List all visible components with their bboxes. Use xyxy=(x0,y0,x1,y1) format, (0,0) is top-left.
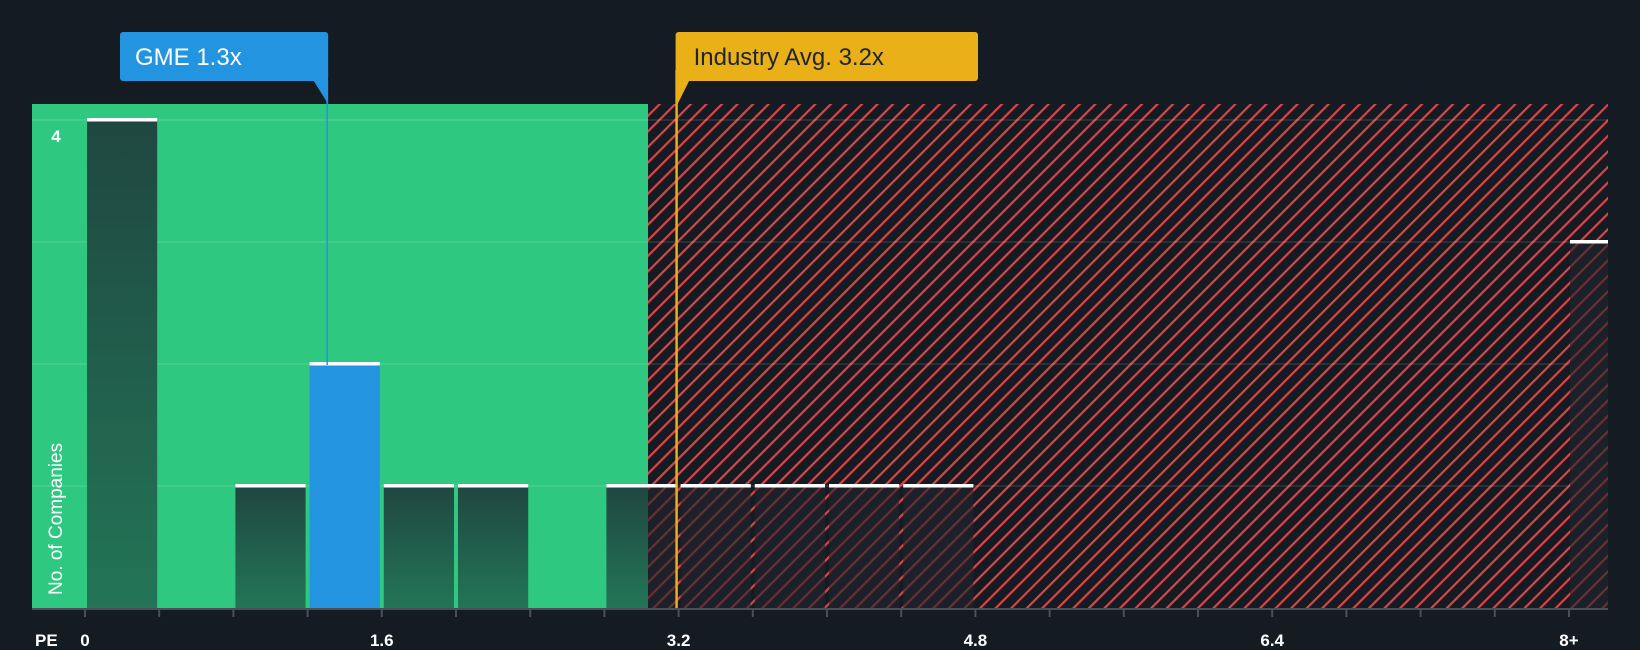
histogram-bar xyxy=(680,484,751,608)
bar-cap xyxy=(458,484,529,488)
bar-cap xyxy=(680,484,751,488)
bar-cap xyxy=(1570,240,1608,244)
bar-cap xyxy=(87,118,158,122)
histogram-bar xyxy=(829,484,900,608)
bar-fill xyxy=(1570,242,1608,608)
histogram-bar xyxy=(235,484,306,608)
bar-fill xyxy=(903,486,974,608)
annotation-markers: GME 1.3x Industry Avg. 3.2x xyxy=(120,32,978,608)
bar-cap xyxy=(383,484,454,488)
histogram-bar xyxy=(1570,240,1608,608)
bar-fill xyxy=(235,486,306,608)
industry-callout-pointer xyxy=(675,80,690,108)
company-label: GME 1.3x xyxy=(135,44,242,71)
histogram-bars xyxy=(87,118,1608,608)
company-marker: GME 1.3x xyxy=(120,32,329,365)
x-tick-label: 6.4 xyxy=(1260,631,1284,650)
histogram-bar xyxy=(903,484,974,608)
bar-fill xyxy=(606,486,648,608)
bar-fill xyxy=(458,486,529,608)
x-tick-label: 8+ xyxy=(1559,631,1578,650)
bar-fill xyxy=(648,486,677,608)
bar-cap xyxy=(309,362,380,366)
histogram-bar xyxy=(309,362,380,608)
bar-fill xyxy=(383,486,454,608)
bar-cap xyxy=(829,484,900,488)
histogram-bar xyxy=(754,484,825,608)
y-axis-label: No. of Companies xyxy=(46,443,67,595)
company-callout-pointer xyxy=(313,80,329,104)
bar-fill xyxy=(680,486,751,608)
industry-label: Industry Avg. 3.2x xyxy=(694,44,884,71)
x-tick-label: 3.2 xyxy=(667,631,691,650)
x-axis: 0 1.6 3.2 4.8 6.4 8+ PE xyxy=(32,608,1608,650)
bar-fill xyxy=(754,486,825,608)
x-tick-label: 1.6 xyxy=(370,631,394,650)
bar-cap xyxy=(754,484,825,488)
bar-cap xyxy=(235,484,306,488)
bar-fill xyxy=(87,120,158,608)
x-tick-label: 0 xyxy=(80,631,89,650)
y-tick-4: 4 xyxy=(51,127,61,146)
histogram-bar xyxy=(383,484,454,608)
industry-marker: Industry Avg. 3.2x xyxy=(675,32,978,608)
company-bar xyxy=(309,364,380,608)
industry-callout xyxy=(675,32,978,81)
x-tick-label: 4.8 xyxy=(964,631,988,650)
histogram-bar xyxy=(606,484,677,608)
company-callout xyxy=(120,32,329,81)
bar-cap xyxy=(903,484,974,488)
histogram-bar xyxy=(87,118,158,608)
histogram-bar xyxy=(458,484,529,608)
x-axis-label: PE xyxy=(35,631,58,650)
bar-cap xyxy=(606,484,677,488)
bar-fill xyxy=(829,486,900,608)
